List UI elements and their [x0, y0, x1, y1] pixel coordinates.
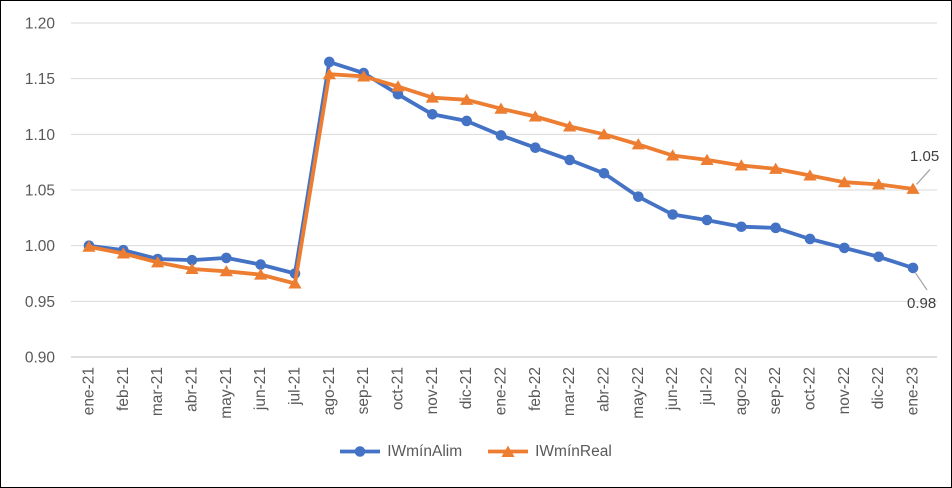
- data-point-IWmínAlim: [667, 209, 678, 220]
- data-point-IWmínReal: [494, 102, 508, 114]
- x-tick-label: ene-22: [493, 367, 510, 415]
- x-tick-label: ago-21: [321, 367, 338, 415]
- data-point-IWmínAlim: [839, 242, 850, 254]
- data-point-IWmínAlim: [564, 154, 575, 166]
- data-point-IWmínAlim: [324, 56, 335, 68]
- data-point-IWmínAlim: [495, 130, 507, 141]
- data-point-IWmínReal: [82, 240, 96, 252]
- data-point-IWmínAlim: [221, 252, 232, 264]
- x-tick-label: dic-22: [870, 367, 887, 409]
- data-point-IWmínAlim: [633, 191, 644, 202]
- legend-item-iwminalim: IWmínAlim: [340, 444, 462, 460]
- data-point-IWmínReal: [219, 265, 233, 277]
- x-tick-label: mar-21: [149, 367, 166, 416]
- x-tick-label: nov-22: [836, 367, 853, 414]
- x-tick-label: jun-22: [664, 367, 681, 411]
- x-tick-label: mar-22: [561, 367, 578, 416]
- data-point-IWmínReal: [666, 149, 680, 161]
- legend-label: IWmínAlim: [387, 443, 463, 460]
- y-tick-label: 1.00: [25, 238, 56, 255]
- data-point-IWmínReal: [357, 70, 371, 82]
- data-point-IWmínReal: [631, 138, 645, 150]
- data-label-leader-line: [914, 272, 928, 291]
- x-tick-label: sep-22: [767, 367, 784, 414]
- data-point-IWmínReal: [185, 262, 199, 275]
- series-line-IWmínAlim: [88, 60, 914, 276]
- data-point-IWmínAlim: [804, 233, 816, 245]
- legend-line-triangle-icon: [488, 445, 529, 458]
- x-tick-label: jul-21: [287, 367, 304, 406]
- data-point-IWmínReal: [597, 128, 611, 140]
- data-point-IWmínReal: [563, 120, 577, 132]
- data-point-IWmínReal: [460, 93, 474, 105]
- data-point-IWmínAlim: [907, 262, 919, 274]
- y-tick-label: 1.15: [25, 71, 55, 88]
- data-point-IWmínReal: [254, 268, 268, 280]
- data-point-IWmínAlim: [461, 115, 472, 127]
- x-tick-label: abr-22: [596, 367, 613, 412]
- data-point-IWmínReal: [837, 176, 851, 188]
- x-tick-label: jun-21: [252, 367, 269, 411]
- x-tick-label: ago-22: [733, 367, 750, 415]
- data-point-IWmínAlim: [186, 254, 198, 266]
- x-tick-label: feb-21: [115, 367, 132, 411]
- x-tick-label: feb-22: [527, 367, 544, 411]
- y-tick-label: 1.20: [25, 16, 56, 33]
- data-point-IWmínReal: [906, 182, 920, 194]
- data-point-IWmínAlim: [392, 88, 404, 100]
- data-point-IWmínReal: [288, 277, 302, 289]
- x-tick-label: oct-21: [390, 367, 407, 410]
- data-point-IWmínAlim: [255, 259, 266, 270]
- data-point-IWmínAlim: [530, 142, 541, 153]
- data-point-IWmínAlim: [701, 214, 713, 226]
- data-point-IWmínReal: [322, 68, 336, 80]
- legend-item-iwminreal: IWmínReal: [488, 444, 612, 460]
- data-point-IWmínAlim: [427, 108, 438, 120]
- x-tick-label: abr-21: [184, 367, 201, 412]
- data-point-IWmínAlim: [873, 251, 884, 263]
- data-label-IWmínAlim: 0.98: [907, 295, 936, 312]
- x-tick-label: jul-22: [699, 367, 716, 406]
- data-point-IWmínReal: [803, 169, 817, 181]
- y-tick-label: 1.10: [25, 127, 56, 144]
- x-tick-label: nov-21: [424, 367, 441, 414]
- y-tick-label: 0.95: [25, 294, 55, 311]
- data-point-IWmínReal: [391, 80, 405, 92]
- x-tick-label: oct-22: [802, 367, 819, 410]
- data-point-IWmínAlim: [598, 168, 610, 179]
- data-point-IWmínReal: [769, 162, 783, 174]
- data-point-IWmínAlim: [770, 222, 781, 234]
- data-label-leader-line: [916, 168, 931, 185]
- data-point-IWmínReal: [872, 178, 886, 190]
- data-point-IWmínReal: [116, 247, 130, 259]
- x-tick-label: dic-21: [458, 367, 475, 409]
- x-tick-label: may-21: [218, 367, 235, 419]
- data-point-IWmínReal: [734, 159, 748, 171]
- chart-legend: IWmínAlim IWmínReal: [1, 444, 951, 460]
- x-tick-label: may-22: [630, 367, 647, 419]
- data-point-IWmínReal: [528, 110, 542, 122]
- x-tick-label: ene-21: [81, 367, 98, 415]
- y-tick-label: 1.05: [25, 183, 55, 200]
- legend-line-circle-icon: [340, 446, 381, 458]
- data-point-IWmínReal: [151, 256, 165, 268]
- x-tick-label: sep-21: [355, 367, 372, 414]
- x-tick-label: ene-23: [905, 367, 922, 415]
- legend-label: IWmínReal: [535, 443, 612, 460]
- data-label-IWmínReal: 1.05: [910, 148, 939, 165]
- y-tick-label: 0.90: [25, 350, 56, 367]
- data-point-IWmínAlim: [736, 221, 747, 233]
- data-point-IWmínReal: [700, 153, 714, 165]
- data-point-IWmínReal: [425, 91, 439, 103]
